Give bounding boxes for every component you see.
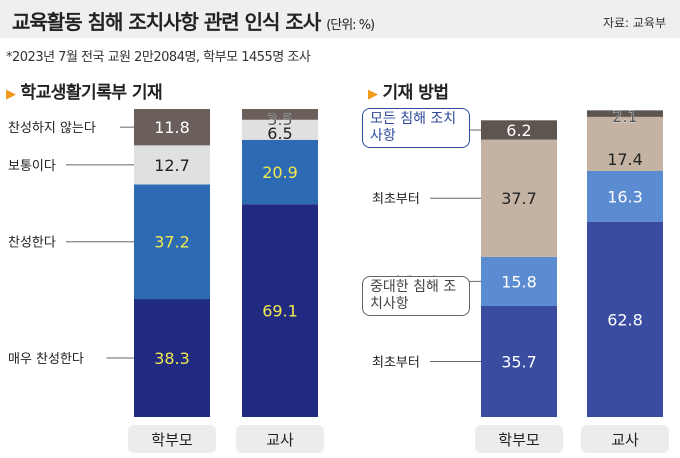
data-label: 38.3 bbox=[154, 349, 190, 368]
category-pill bbox=[236, 425, 324, 453]
bar-segment bbox=[134, 109, 210, 146]
series-label: 찬성한다 bbox=[8, 236, 56, 251]
data-label: 11.8 bbox=[154, 118, 190, 137]
data-label: 16.3 bbox=[607, 187, 643, 206]
bar-segment bbox=[134, 145, 210, 185]
bar-segment bbox=[587, 110, 663, 117]
category-label: 학부모 bbox=[151, 431, 193, 449]
section-title-right: ▶ 기재 방법 bbox=[368, 78, 449, 103]
data-label: 37.2 bbox=[154, 233, 190, 252]
group-label-all: 모든 침해 조치사항 bbox=[362, 108, 470, 148]
category-label: 학부모 bbox=[498, 431, 540, 449]
title-text: 교육활동 침해 조치사항 관련 인식 조사 bbox=[12, 10, 321, 34]
category-pill bbox=[128, 425, 216, 453]
bar-segment bbox=[587, 170, 663, 222]
data-label: 2.1 bbox=[612, 107, 637, 126]
survey-note: *2023년 7월 전국 교원 2만2084명, 학부모 1455명 조사 bbox=[6, 50, 311, 65]
data-label: 69.1 bbox=[262, 302, 298, 321]
bar-segment bbox=[134, 184, 210, 300]
category-pill bbox=[475, 425, 563, 453]
group-label-serious: 중대한 침해 조치사항 bbox=[362, 276, 470, 316]
bar-segment bbox=[242, 204, 318, 417]
data-label: 6.2 bbox=[506, 121, 531, 140]
data-label: 3.5 bbox=[267, 110, 292, 129]
category-pill bbox=[581, 425, 669, 453]
data-label: 35.7 bbox=[501, 352, 537, 371]
unit-label: (단위: %) bbox=[326, 18, 375, 33]
series-label: 보통이다 bbox=[8, 159, 56, 174]
bar-segment bbox=[587, 116, 663, 171]
series-label: 최초부터 bbox=[372, 355, 420, 370]
data-label: 17.4 bbox=[607, 150, 643, 169]
data-label: 12.7 bbox=[154, 156, 190, 175]
bar-segment bbox=[481, 139, 557, 257]
bar-segment bbox=[481, 305, 557, 417]
bar-segment bbox=[242, 119, 318, 140]
arrow-icon: ▶ bbox=[6, 87, 16, 102]
bar-segment bbox=[242, 109, 318, 120]
source-label: 자료: 교육부 bbox=[602, 16, 666, 30]
bar-segment bbox=[481, 256, 557, 306]
series-label: 찬성하지 않는다 bbox=[8, 121, 96, 136]
data-label: 20.9 bbox=[262, 163, 298, 182]
data-label: 6.5 bbox=[267, 124, 292, 143]
header-band bbox=[0, 0, 680, 38]
data-label: 15.8 bbox=[501, 272, 537, 291]
bar-segment bbox=[481, 120, 557, 140]
page-title: 교육활동 침해 조치사항 관련 인식 조사 (단위: %) bbox=[12, 6, 375, 35]
series-label: 최초부터 bbox=[372, 192, 420, 207]
arrow-icon: ▶ bbox=[368, 87, 378, 102]
bar-segment bbox=[587, 221, 663, 417]
section-title-left: ▶ 학교생활기록부 기재 bbox=[6, 78, 163, 103]
bar-segment bbox=[242, 139, 318, 205]
section-title-text: 학교생활기록부 기재 bbox=[20, 83, 163, 103]
category-label: 교사 bbox=[266, 431, 294, 449]
data-label: 37.7 bbox=[501, 189, 537, 208]
category-label: 교사 bbox=[611, 431, 639, 449]
bar-segment bbox=[134, 299, 210, 417]
series-label: 매우 찬성한다 bbox=[8, 352, 84, 367]
section-title-text: 기재 방법 bbox=[382, 83, 449, 103]
data-label: 62.8 bbox=[607, 310, 643, 329]
